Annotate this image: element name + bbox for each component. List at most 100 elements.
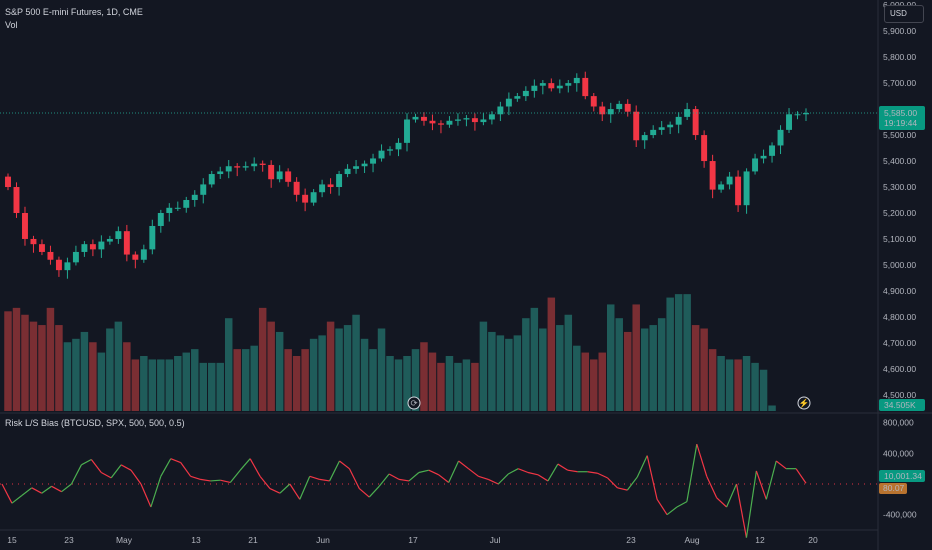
candle[interactable] (132, 254, 139, 260)
candle[interactable] (293, 181, 300, 195)
candle[interactable] (446, 120, 453, 125)
candle[interactable] (310, 192, 317, 203)
candle[interactable] (641, 135, 648, 141)
candle[interactable] (429, 120, 436, 124)
candle[interactable] (395, 142, 402, 150)
candle[interactable] (488, 114, 495, 120)
candle[interactable] (692, 109, 699, 136)
candle[interactable] (157, 212, 164, 226)
candle[interactable] (667, 124, 674, 128)
currency-button[interactable]: USD (884, 5, 924, 23)
candle[interactable] (327, 184, 334, 188)
candle[interactable] (47, 251, 54, 260)
candle[interactable] (573, 77, 580, 84)
indicator-title[interactable]: Risk L/S Bias (BTCUSD, SPX, 500, 500, 0.… (5, 418, 185, 428)
candle[interactable] (208, 174, 215, 185)
candle[interactable] (251, 163, 258, 167)
candle[interactable] (234, 166, 241, 168)
candle[interactable] (480, 119, 487, 123)
candle[interactable] (421, 116, 427, 121)
candle[interactable] (743, 171, 750, 206)
candle[interactable] (471, 118, 478, 123)
candle[interactable] (361, 163, 368, 167)
candle[interactable] (701, 135, 708, 162)
candle[interactable] (769, 145, 776, 156)
candle[interactable] (760, 155, 767, 159)
candle[interactable] (590, 96, 597, 107)
candle[interactable] (89, 244, 96, 250)
lightning-marker[interactable] (797, 396, 811, 410)
candle[interactable] (675, 116, 682, 125)
candle[interactable] (726, 176, 733, 185)
candle[interactable] (650, 129, 657, 136)
candle[interactable] (106, 238, 113, 242)
candle[interactable] (735, 176, 742, 206)
candle[interactable] (268, 164, 275, 180)
candle[interactable] (30, 238, 37, 245)
candle[interactable] (803, 112, 809, 115)
candle[interactable] (387, 149, 393, 151)
candle[interactable] (353, 166, 360, 169)
candle[interactable] (123, 231, 130, 255)
candle[interactable] (370, 158, 377, 164)
candle[interactable] (522, 90, 529, 97)
candle[interactable] (404, 119, 410, 143)
candle[interactable] (412, 116, 419, 120)
candle[interactable] (514, 96, 521, 99)
candle[interactable] (319, 184, 326, 193)
candle[interactable] (98, 241, 105, 250)
candle[interactable] (548, 83, 555, 89)
candle[interactable] (497, 106, 504, 115)
candle[interactable] (463, 118, 470, 120)
candle[interactable] (225, 166, 232, 172)
candle[interactable] (599, 106, 606, 115)
candle[interactable] (13, 187, 20, 213)
candle[interactable] (285, 171, 292, 182)
candle[interactable] (81, 244, 88, 252)
candle[interactable] (786, 114, 792, 130)
candle[interactable] (174, 207, 181, 209)
candle[interactable] (777, 129, 784, 146)
candle[interactable] (556, 85, 563, 89)
candle[interactable] (217, 171, 224, 175)
candle[interactable] (5, 176, 11, 188)
candle[interactable] (633, 111, 640, 141)
candle[interactable] (531, 85, 538, 91)
candle[interactable] (191, 194, 198, 201)
candle[interactable] (505, 98, 512, 107)
candle[interactable] (242, 166, 249, 168)
candle[interactable] (709, 161, 716, 190)
candle[interactable] (582, 77, 589, 97)
candle[interactable] (302, 194, 309, 203)
candle[interactable] (616, 103, 623, 110)
symbol-title[interactable]: S&P 500 E-mini Futures, 1D, CME (5, 7, 143, 17)
candle[interactable] (38, 244, 45, 252)
candle[interactable] (166, 207, 173, 213)
candle[interactable] (22, 212, 28, 239)
candle[interactable] (149, 225, 156, 250)
candle[interactable] (718, 184, 725, 190)
candle[interactable] (183, 200, 190, 208)
candle[interactable] (454, 119, 461, 121)
candle[interactable] (437, 123, 444, 125)
volume-legend[interactable]: Vol (5, 20, 18, 30)
candle[interactable] (140, 249, 147, 260)
candle[interactable] (200, 184, 207, 195)
candle[interactable] (55, 259, 62, 271)
candle[interactable] (344, 168, 351, 175)
candle[interactable] (658, 127, 665, 130)
candle[interactable] (378, 150, 385, 159)
candle[interactable] (276, 171, 283, 180)
candle[interactable] (259, 163, 266, 165)
candle[interactable] (607, 109, 614, 115)
candle[interactable] (336, 174, 343, 188)
candle[interactable] (539, 83, 546, 86)
candle[interactable] (64, 262, 71, 271)
candle[interactable] (624, 103, 631, 112)
candle[interactable] (794, 114, 801, 116)
candle[interactable] (115, 231, 122, 239)
refresh-marker[interactable] (407, 396, 421, 410)
candle[interactable] (752, 158, 759, 172)
candle[interactable] (565, 83, 572, 86)
